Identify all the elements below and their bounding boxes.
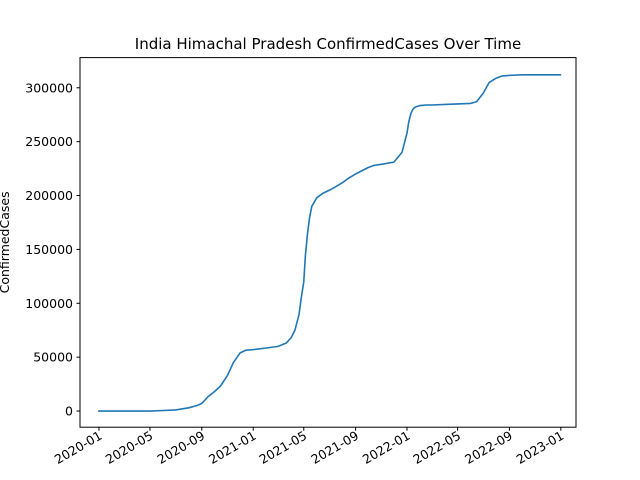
- series-line: [98, 74, 562, 412]
- x-tick-label: 2022-01: [360, 428, 413, 467]
- y-tick-label: 250000: [25, 134, 73, 149]
- chart-title: India Himachal Pradesh ConfirmedCases Ov…: [135, 35, 521, 53]
- x-tick-label: 2022-05: [410, 428, 463, 467]
- y-tick-label: 200000: [25, 188, 73, 203]
- x-tick-label: 2022-09: [462, 428, 515, 467]
- y-axis-ticks: 0 50000 100000 150000 200000 250000 300000: [25, 80, 80, 419]
- series-group: [98, 74, 562, 412]
- x-tick-label: 2020-09: [155, 428, 208, 467]
- x-tick-label: 2021-09: [308, 428, 361, 467]
- plot-background: [80, 57, 576, 428]
- y-tick-label: 50000: [33, 350, 73, 365]
- y-axis-label: ConfirmedCases: [0, 191, 12, 293]
- x-tick-label: 2023-01: [514, 428, 567, 467]
- y-tick-label: 0: [65, 404, 73, 419]
- x-tick-label: 2021-01: [206, 428, 259, 467]
- y-tick-label: 300000: [25, 80, 73, 95]
- plot-frame: [79, 57, 577, 428]
- y-tick-label: 100000: [25, 296, 73, 311]
- x-tick-label: 2020-05: [103, 428, 156, 467]
- y-tick-label: 150000: [25, 242, 73, 257]
- x-tick-label: 2020-01: [52, 428, 105, 467]
- x-tick-label: 2021-05: [257, 428, 310, 467]
